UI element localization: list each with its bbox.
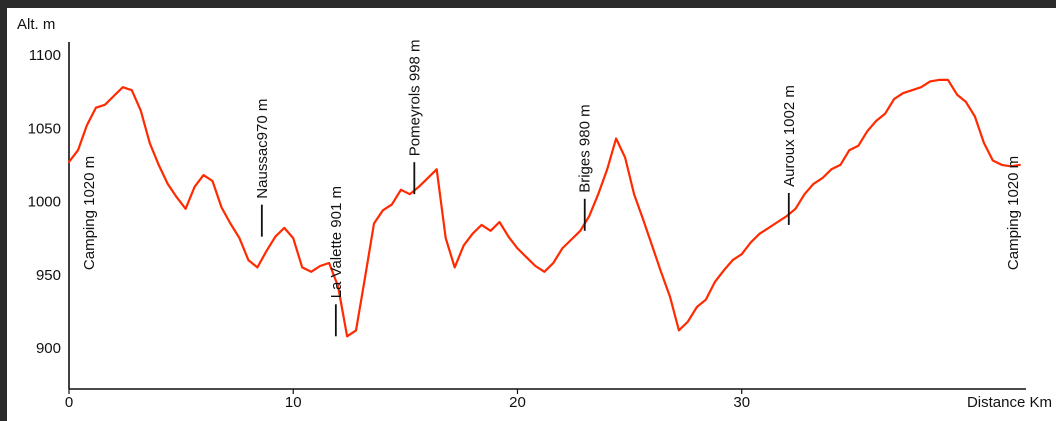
annotation-label: La Valette 901 m — [328, 186, 345, 298]
annotation-label: Briges 980 m — [577, 104, 594, 192]
x-tick-label: 0 — [65, 394, 73, 411]
x-tick-label: 10 — [285, 394, 302, 411]
x-tick-label: 20 — [509, 394, 526, 411]
y-tick-label: 1100 — [29, 47, 61, 64]
y-tick-label: 1050 — [28, 120, 61, 137]
annotations: Camping 1020 m Naussac970 m La Valette 901… — [81, 39, 1022, 337]
y-tick-label: 1000 — [28, 194, 61, 211]
annotation-label: Naussac970 m — [254, 99, 271, 199]
series — [67, 78, 1021, 338]
annotation-label: Camping 1020 m — [81, 156, 98, 270]
y-tick-label: 950 — [36, 267, 61, 284]
ticks: 900 950 1000 1050 1100 0 10 20 30 — [28, 47, 750, 411]
x-axis-label: Distance Km — [967, 394, 1052, 411]
y-axis-label: Alt. m — [17, 16, 55, 33]
annotation-label: Auroux 1002 m — [781, 85, 798, 187]
annotation-label: Camping 1020 m — [1005, 156, 1022, 270]
axes — [68, 42, 1026, 390]
annotation-label: Pomeyrols 998 m — [406, 39, 423, 156]
chart-background — [7, 8, 1056, 421]
elevation-line — [67, 78, 1021, 338]
y-tick-label: 900 — [36, 340, 61, 357]
x-tick-label: 30 — [733, 394, 750, 411]
